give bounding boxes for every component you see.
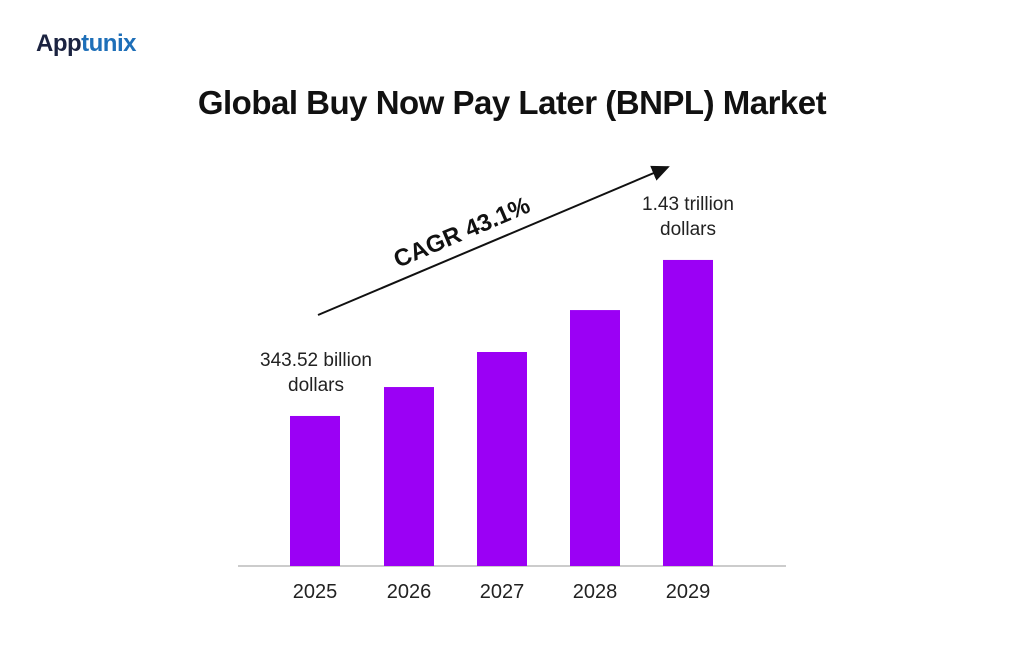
x-tick-label: 2029 [666,581,711,603]
x-tick-label: 2027 [480,581,525,603]
apptunix-logo: Apptunix [36,30,136,58]
data-label: dollars [660,219,716,240]
bar-2027 [477,351,527,566]
chart-title: Global Buy Now Pay Later (BNPL) Market [197,84,827,121]
logo-part2: tunix [81,30,136,57]
x-tick-label: 2025 [293,581,338,603]
x-tick-label: 2026 [387,581,432,603]
bar-2025 [290,415,340,566]
bar-2026 [384,387,434,566]
bar-2029 [663,259,713,566]
bar-2028 [570,310,620,566]
cagr-arrow [317,165,670,316]
data-label: dollars [288,375,344,396]
logo-part1: App [36,30,82,57]
x-tick-label: 2028 [573,581,618,603]
data-label: 343.52 billion [260,350,372,371]
data-label: 1.43 trillion [642,194,734,215]
